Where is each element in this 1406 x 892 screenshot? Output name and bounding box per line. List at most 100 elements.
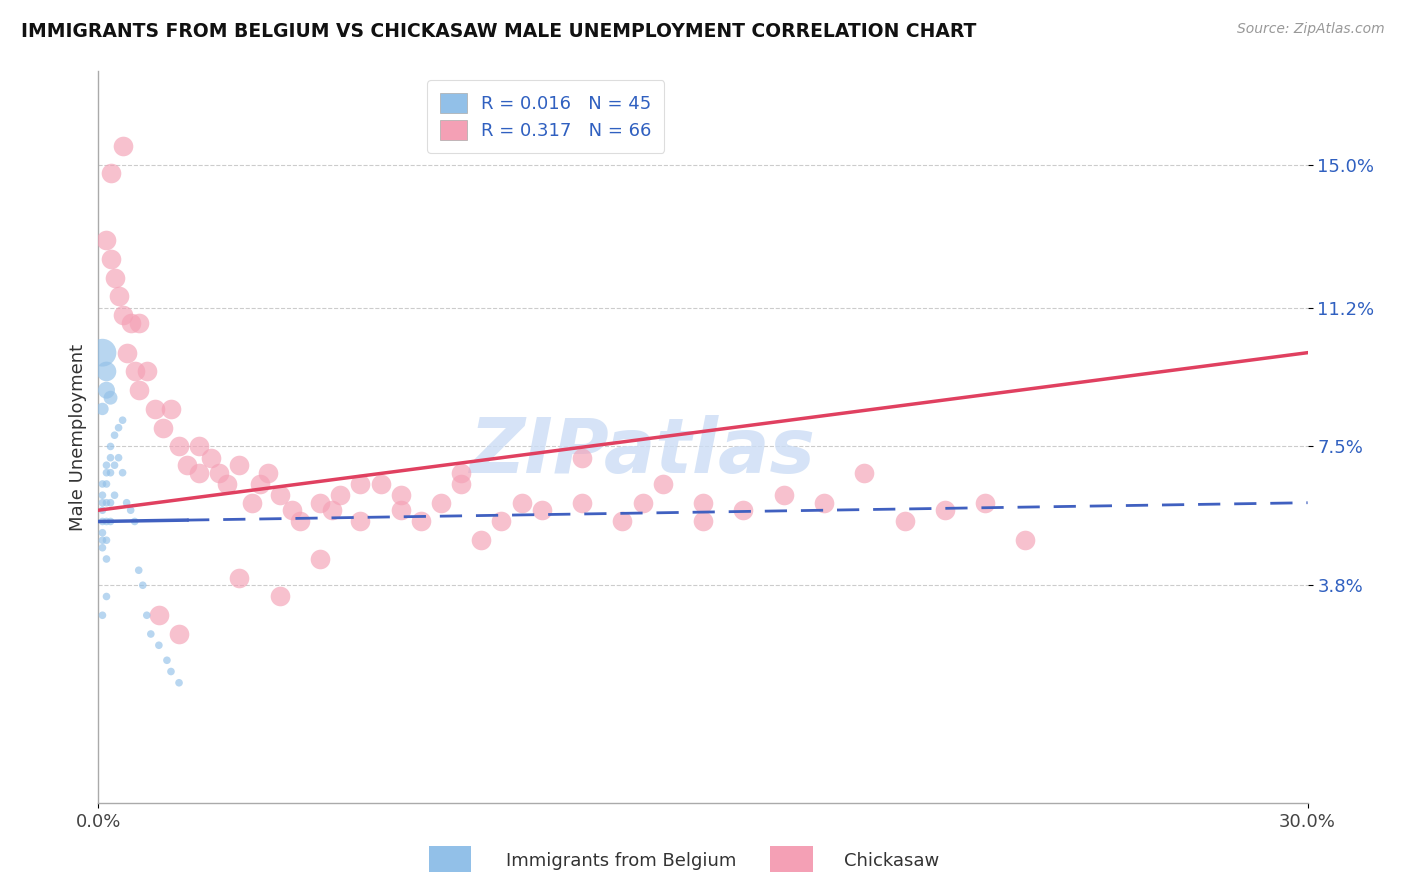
Point [100,252,122,266]
Point [450,477,472,491]
Point [148,638,170,652]
Point [530,503,553,517]
Point [124,364,146,378]
Point [91,533,114,548]
Point [813,496,835,510]
Point [96,458,118,473]
Point [96,364,118,378]
Point [733,503,755,517]
Point [107,289,129,303]
Point [91,496,114,510]
Point [176,458,198,473]
Point [100,466,122,480]
Point [139,627,162,641]
Point [256,466,278,480]
Point [853,466,876,480]
Point [91,345,114,359]
Point [96,533,118,548]
Point [91,401,114,416]
Legend: R = 0.016   N = 45, R = 0.317   N = 66: R = 0.016 N = 45, R = 0.317 N = 66 [427,80,665,153]
Point [188,440,211,454]
Point [893,515,915,529]
Point [135,364,157,378]
Point [107,450,129,465]
Point [91,515,114,529]
Text: Source: ZipAtlas.com: Source: ZipAtlas.com [1237,22,1385,37]
Point [228,458,250,473]
Point [143,401,166,416]
Point [269,590,291,604]
Point [124,515,146,529]
Point [167,627,190,641]
Point [631,496,654,510]
Point [111,139,134,153]
Point [96,477,118,491]
Point [349,477,371,491]
Point [571,450,593,465]
Point [571,496,593,510]
Point [100,391,122,405]
Point [188,466,211,480]
Point [692,515,714,529]
Point [100,450,122,465]
Point [91,541,114,555]
Point [370,477,392,491]
Point [772,488,794,502]
Point [103,488,125,502]
Point [111,413,134,427]
Point [111,466,134,480]
Point [510,496,533,510]
Point [100,496,122,510]
Text: Immigrants from Belgium: Immigrants from Belgium [506,852,737,870]
Point [651,477,673,491]
Text: ZIPatlas: ZIPatlas [470,415,815,489]
Point [115,345,138,359]
Point [288,515,311,529]
Point [450,466,472,480]
Point [96,515,118,529]
Point [107,420,129,434]
Point [309,496,332,510]
Y-axis label: Male Unemployment: Male Unemployment [69,343,87,531]
Point [96,496,118,510]
Point [128,563,150,577]
Point [120,503,142,517]
Point [100,440,122,454]
Point [91,608,114,623]
Point [934,503,956,517]
Point [409,515,432,529]
Point [103,458,125,473]
Point [974,496,997,510]
Point [249,477,271,491]
Point [269,488,291,502]
Point [167,675,190,690]
Point [100,166,122,180]
Point [470,533,492,548]
Text: Chickasaw: Chickasaw [844,852,939,870]
Point [115,496,138,510]
Point [132,578,155,592]
Point [389,503,412,517]
Point [96,383,118,397]
Point [160,665,183,679]
Point [148,608,170,623]
Point [160,401,183,416]
Point [152,420,174,434]
Point [228,571,250,585]
Point [96,590,118,604]
Point [321,503,343,517]
Point [156,653,179,667]
Point [91,503,114,517]
Point [128,383,150,397]
Point [612,515,634,529]
Point [111,308,134,322]
Point [692,496,714,510]
Point [128,316,150,330]
Point [281,503,304,517]
Point [167,440,190,454]
Point [91,525,114,540]
Point [217,477,239,491]
Point [491,515,513,529]
Point [120,316,142,330]
Point [349,515,371,529]
